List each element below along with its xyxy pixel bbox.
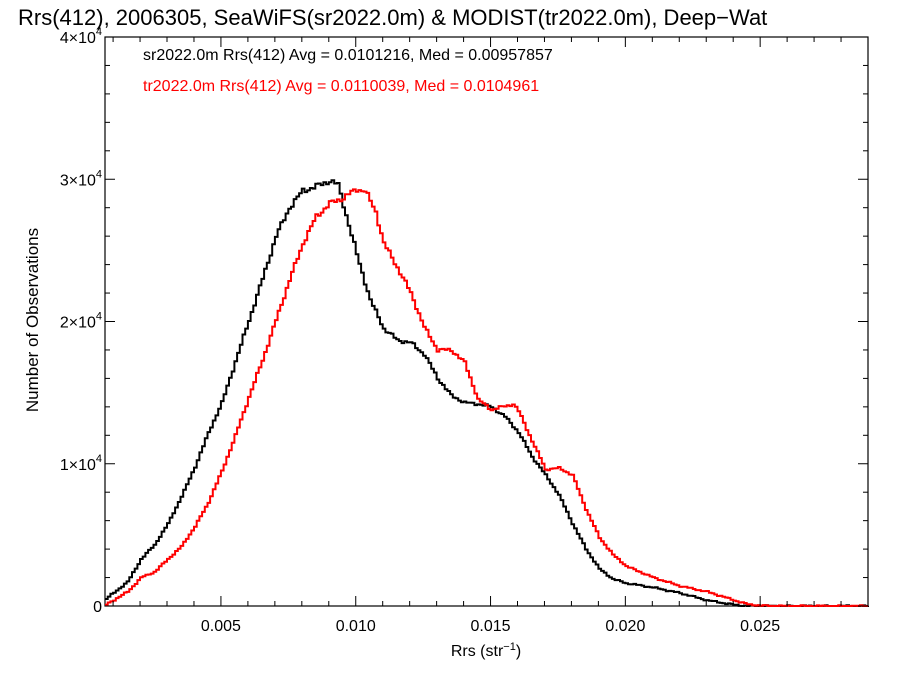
y-tick-label: 4×104 bbox=[60, 26, 102, 47]
y-tick-label: 0 bbox=[93, 599, 102, 616]
legend-entry-tr2022: tr2022.0m Rrs(412) Avg = 0.0110039, Med … bbox=[143, 78, 539, 95]
x-axis-label-base: Rrs (str bbox=[451, 643, 504, 660]
x-tick-label: 0.015 bbox=[471, 618, 511, 635]
y-axis-label: Number of Observations bbox=[23, 228, 42, 412]
x-axis-label-superscript: −1 bbox=[503, 641, 516, 653]
series-line-0 bbox=[105, 179, 869, 607]
x-tick-label: 0.025 bbox=[740, 618, 780, 635]
y-axis-ticks: 0 1×104 2×104 3×104 4×104 bbox=[60, 26, 868, 616]
x-tick-label: 0.020 bbox=[605, 618, 645, 635]
plot-area: 0.005 0.010 0.015 0.020 0.025 0 1×104 2×104 3×1… bbox=[60, 26, 869, 635]
x-tick-label: 0.005 bbox=[201, 618, 241, 635]
series-layer bbox=[105, 179, 869, 607]
y-tick-label: 3×104 bbox=[60, 168, 102, 189]
x-axis-ticks: 0.005 0.010 0.015 0.020 0.025 bbox=[112, 37, 869, 635]
x-axis-label-close: ) bbox=[516, 643, 521, 660]
x-axis-label: Rrs (str−1) bbox=[451, 641, 521, 660]
series-line-1 bbox=[105, 188, 868, 607]
legend: sr2022.0m Rrs(412) Avg = 0.0101216, Med … bbox=[143, 47, 553, 95]
x-tick-label: 0.010 bbox=[336, 618, 376, 635]
legend-entry-sr2022: sr2022.0m Rrs(412) Avg = 0.0101216, Med … bbox=[143, 47, 553, 64]
y-tick-label: 2×104 bbox=[60, 311, 102, 332]
chart-title: Rrs(412), 2006305, SeaWiFS(sr2022.0m) & … bbox=[18, 5, 767, 30]
y-tick-label: 1×104 bbox=[60, 453, 102, 474]
